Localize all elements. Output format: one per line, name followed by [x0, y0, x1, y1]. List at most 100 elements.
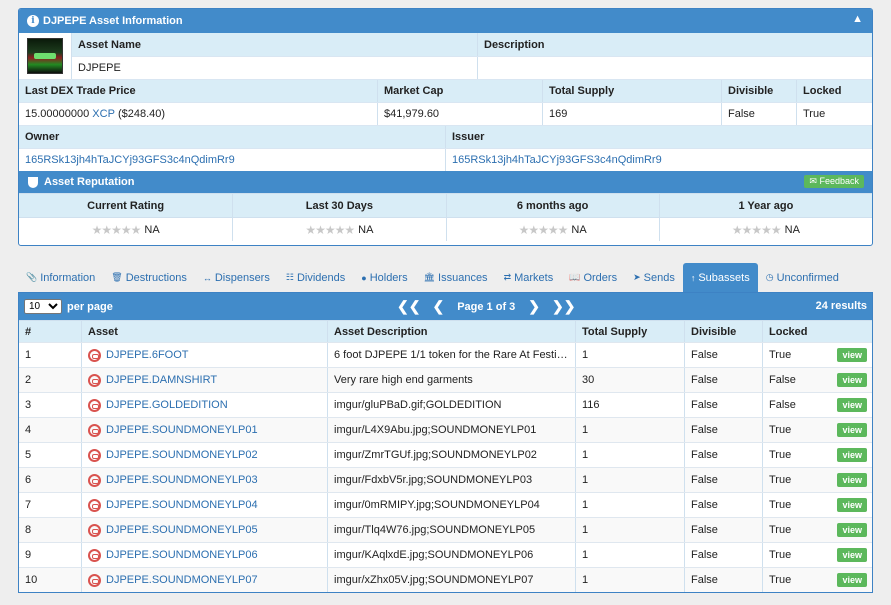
asset-link[interactable]: DJPEPE.DAMNSHIRT	[106, 374, 218, 386]
supply-cell: 116	[575, 393, 684, 417]
tab-sends[interactable]: ➤ Sends	[625, 263, 683, 292]
view-button[interactable]: view	[837, 423, 867, 437]
view-button[interactable]: view	[837, 373, 867, 387]
pager: ❮❮ ❮ Page 1 of 3 ❯ ❯❯	[391, 293, 581, 320]
tab-dividends[interactable]: ☷ Dividends	[278, 263, 353, 292]
shield-icon	[28, 176, 38, 188]
view-button[interactable]: view	[837, 473, 867, 487]
locked-cell: True view	[762, 518, 872, 542]
view-button[interactable]: view	[837, 498, 867, 512]
description-cell: imgur/ZmrTGUf.jpg;SOUNDMONEYLP02	[327, 443, 575, 467]
locked-text: False	[769, 399, 796, 411]
locked-label: Locked	[796, 80, 872, 102]
tab-label: Issuances	[438, 271, 488, 284]
xcp-link[interactable]: XCP	[92, 108, 115, 120]
description-text: imgur/xZhx05V.jpg;SOUNDMONEYLP07	[334, 573, 534, 586]
locked-cell: True view	[762, 343, 872, 367]
view-button[interactable]: view	[837, 548, 867, 562]
divisible-cell: False	[684, 343, 762, 367]
asset-link[interactable]: DJPEPE.SOUNDMONEYLP03	[106, 474, 258, 486]
col-description: Asset Description	[327, 321, 575, 342]
feedback-label: Feedback	[819, 176, 859, 186]
view-button[interactable]: view	[837, 523, 867, 537]
tab-label: Destructions	[125, 271, 187, 284]
first-page-icon[interactable]: ❮❮	[397, 298, 421, 314]
asset-link[interactable]: DJPEPE.GOLDEDITION	[106, 399, 228, 411]
table-header: # Asset Asset Description Total Supply D…	[19, 320, 872, 342]
last-page-icon[interactable]: ❯❯	[552, 298, 576, 314]
sitemap-icon: ☷	[285, 272, 294, 282]
table-row: 5 DJPEPE.SOUNDMONEYLP02 imgur/ZmrTGUf.jpg;…	[19, 442, 872, 467]
table-controls: 10 per page ❮❮ ❮ Page 1 of 3 ❯ ❯❯ 24 res…	[19, 293, 872, 320]
table-row: 4 DJPEPE.SOUNDMONEYLP01 imgur/L4X9Abu.jpg;…	[19, 417, 872, 442]
description-cell: 6 foot DJPEPE 1/1 token for the Rare At …	[327, 343, 575, 367]
asset-icon	[88, 573, 101, 587]
divisible-cell: False	[684, 518, 762, 542]
description-cell: imgur/0mRMIPY.jpg;SOUNDMONEYLP04	[327, 493, 575, 517]
tab-label: Markets	[514, 271, 554, 284]
view-button[interactable]: view	[837, 573, 867, 587]
row-number: 10	[25, 574, 38, 586]
supply-cell: 1	[575, 543, 684, 567]
asset-link[interactable]: DJPEPE.SOUNDMONEYLP07	[106, 574, 258, 586]
description-cell: Very rare high end garments	[327, 368, 575, 392]
description-text: Very rare high end garments	[334, 373, 473, 386]
asset-icon	[88, 448, 101, 462]
tab-holders[interactable]: ● Holders	[353, 263, 415, 292]
asset-icon	[88, 348, 101, 362]
tab-destructions[interactable]: 🗑 Destructions	[103, 263, 195, 292]
divisible-label: Divisible	[721, 80, 796, 102]
asset-logo-cell	[19, 33, 72, 79]
total-supply-label: Total Supply	[542, 80, 721, 102]
tab-information[interactable]: 📎 Information	[18, 263, 103, 292]
collapse-chevron-up-icon[interactable]: ▲	[852, 13, 863, 25]
tab-orders[interactable]: 📖 Orders	[561, 263, 625, 292]
issuer-address-link[interactable]: 165RSk13jh4hTaJCYj93GFS3c4nQdimRr9	[452, 154, 662, 166]
rating-1year-value: NA	[784, 223, 800, 236]
rating-current-value: NA	[144, 223, 160, 236]
row-number: 1	[25, 349, 32, 361]
asset-name-label: Asset Name	[78, 38, 141, 51]
divisible-value: False	[721, 103, 796, 125]
asset-link[interactable]: DJPEPE.SOUNDMONEYLP05	[106, 524, 258, 536]
asset-link[interactable]: DJPEPE.SOUNDMONEYLP01	[106, 424, 258, 436]
clock-icon: ◷	[765, 272, 774, 282]
table-row: 6 DJPEPE.SOUNDMONEYLP03 imgur/FdxbV5r.jpg;…	[19, 467, 872, 492]
asset-cell: DJPEPE.SOUNDMONEYLP07	[81, 568, 327, 592]
tab-dispensers[interactable]: ↔ Dispensers	[195, 263, 278, 292]
col-asset: Asset	[81, 321, 327, 342]
tab-label: Subassets	[698, 271, 750, 284]
prev-page-icon[interactable]: ❮	[432, 298, 445, 314]
rating-6months: ★★★★★ NA	[445, 218, 659, 241]
view-button[interactable]: view	[837, 348, 867, 362]
tab-issuances[interactable]: 🏛 Issuances	[416, 263, 496, 292]
view-button[interactable]: view	[837, 398, 867, 412]
asset-icon	[88, 548, 101, 562]
view-button[interactable]: view	[837, 448, 867, 462]
total-supply-value: 169	[542, 103, 721, 125]
feedback-button[interactable]: ✉ Feedback	[804, 175, 864, 188]
tab-subassets[interactable]: ↑ Subassets	[682, 263, 758, 292]
star-rating-icon: ★★★★★	[91, 222, 142, 237]
table-row: 9 DJPEPE.SOUNDMONEYLP06 imgur/KAqlxdE.jpg;…	[19, 542, 872, 567]
tab-markets[interactable]: ⇄ Markets	[496, 263, 562, 292]
supply-cell: 1	[575, 493, 684, 517]
tab-unconfirmed[interactable]: ◷ Unconfirmed	[758, 263, 847, 292]
asset-link[interactable]: DJPEPE.SOUNDMONEYLP06	[106, 549, 258, 561]
locked-text: True	[769, 524, 792, 536]
locked-text: True	[769, 424, 792, 436]
supply-cell: 1	[575, 568, 684, 592]
asset-tabs: 📎 Information 🗑 Destructions ↔ Dispensers ☷…	[18, 263, 847, 292]
per-page-select[interactable]: 10	[24, 299, 62, 314]
subassets-panel: 10 per page ❮❮ ❮ Page 1 of 3 ❯ ❯❯ 24 res…	[18, 292, 873, 593]
asset-link[interactable]: DJPEPE.SOUNDMONEYLP04	[106, 499, 258, 511]
owner-address-link[interactable]: 165RSk13jh4hTaJCYj93GFS3c4nQdimRr9	[25, 154, 235, 166]
description-text: imgur/L4X9Abu.jpg;SOUNDMONEYLP01	[334, 423, 537, 436]
row-number: 8	[25, 524, 32, 536]
asset-link[interactable]: DJPEPE.SOUNDMONEYLP02	[106, 449, 258, 461]
table-row: 8 DJPEPE.SOUNDMONEYLP05 imgur/Tlq4W76.jpg;…	[19, 517, 872, 542]
send-icon: ➤	[633, 272, 641, 282]
asset-link[interactable]: DJPEPE.6FOOT	[106, 349, 189, 361]
asset-cell: DJPEPE.DAMNSHIRT	[81, 368, 327, 392]
next-page-icon[interactable]: ❯	[528, 298, 541, 314]
